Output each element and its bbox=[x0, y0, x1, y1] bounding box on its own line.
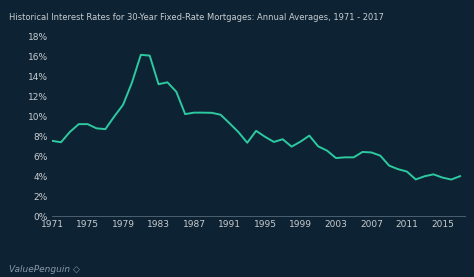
Text: ValuePenguin ◇: ValuePenguin ◇ bbox=[9, 265, 81, 274]
Text: Historical Interest Rates for 30-Year Fixed-Rate Mortgages: Annual Averages, 197: Historical Interest Rates for 30-Year Fi… bbox=[9, 13, 384, 22]
